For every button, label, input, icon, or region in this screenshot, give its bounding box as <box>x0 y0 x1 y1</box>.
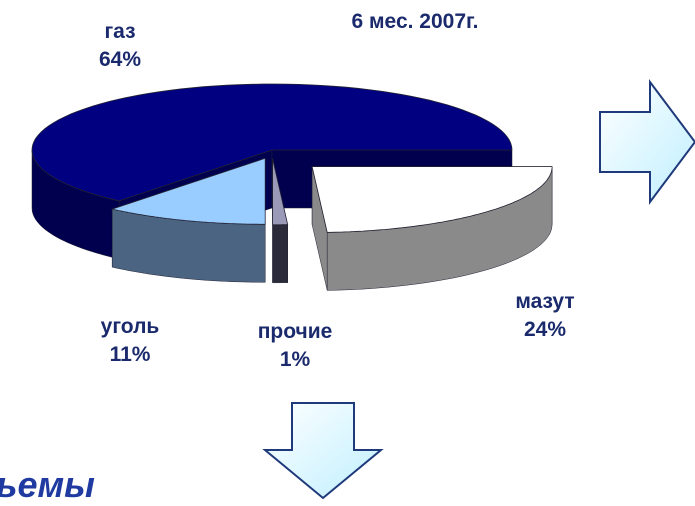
slice-label-name: прочие <box>258 320 333 343</box>
slice-top <box>31 83 513 202</box>
slice-label-name: уголь <box>101 315 160 338</box>
slice <box>272 158 289 284</box>
arrow-right <box>599 79 695 205</box>
slice-top <box>272 158 289 226</box>
slice <box>110 157 266 283</box>
slice-label-value: 24% <box>524 318 566 341</box>
slice <box>311 166 553 291</box>
slice-top <box>110 157 266 225</box>
slice-label-value: 11% <box>110 343 151 366</box>
slice-top <box>311 166 553 233</box>
slice-side <box>272 224 288 284</box>
caption: ъемы <box>0 464 95 505</box>
slice-label-name: мазут <box>515 290 574 313</box>
pie <box>31 83 553 291</box>
arrow-down <box>262 402 384 500</box>
chart-title: 6 мес. 2007г. <box>352 10 479 33</box>
slice-label-value: 64% <box>99 48 141 71</box>
slice-label-name: газ <box>104 20 135 43</box>
slice-label-value: 1% <box>280 348 311 371</box>
